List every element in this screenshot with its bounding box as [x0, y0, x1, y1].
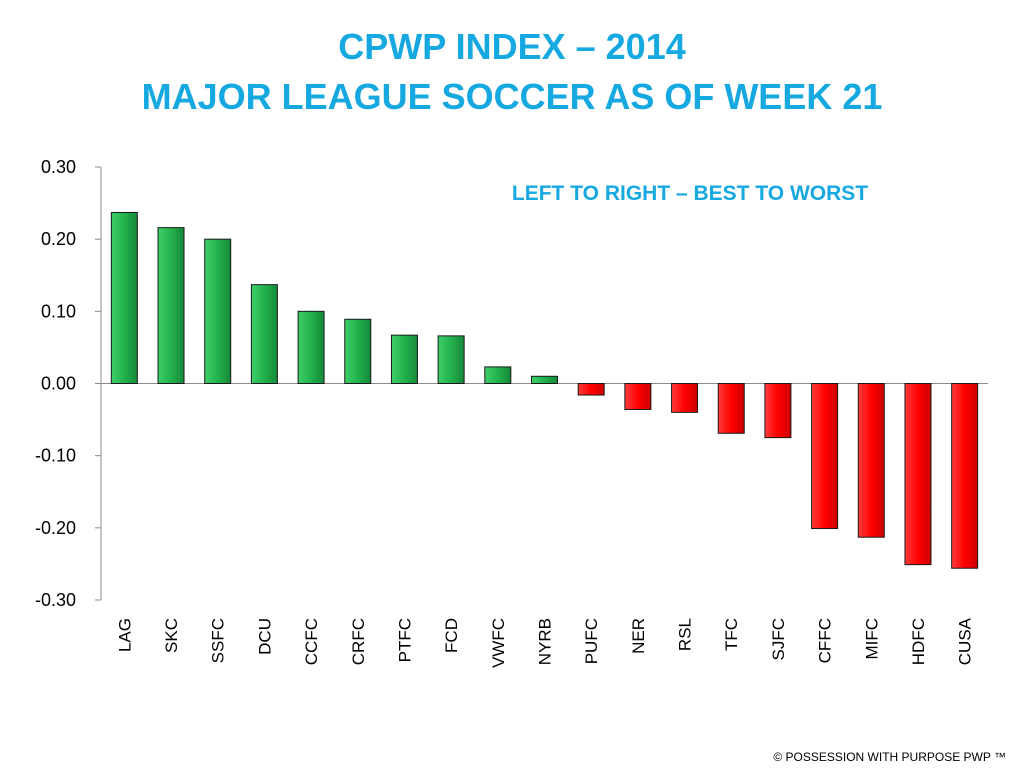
bar-rsl: [671, 383, 699, 413]
y-tick-label: -0.10: [35, 446, 76, 466]
x-tick-label: NYRB: [536, 618, 555, 665]
bar-sjfc: [764, 383, 792, 439]
x-tick-label: CFFC: [816, 618, 835, 663]
y-tick-label: -0.20: [35, 518, 76, 538]
bar-ccfc: [297, 310, 325, 385]
y-tick-label: 0.10: [41, 301, 76, 321]
chart-subtitle: MAJOR LEAGUE SOCCER AS OF WEEK 21: [141, 76, 883, 117]
x-axis-labels: LAG SKC SSFC DCU CCFC CRFC PTFC FCD VWFC NYRB PUFC…: [115, 617, 974, 668]
bar-nyrb: [531, 375, 558, 384]
bar-fcd: [437, 335, 465, 384]
x-tick-label: SKC: [162, 618, 181, 653]
x-tick-label: NER: [629, 618, 648, 654]
y-tick-label: 0.00: [41, 374, 76, 394]
bar-ptfc: [390, 334, 418, 385]
y-tick-label: 0.30: [41, 157, 76, 177]
x-tick-label: PUFC: [582, 618, 601, 664]
bar-lag: [110, 211, 138, 384]
x-tick-label: DCU: [255, 618, 274, 655]
copyright-footer: © POSSESSION WITH PURPOSE PWP ™: [773, 750, 1006, 764]
x-tick-label: SJFC: [769, 618, 788, 661]
bar-vwfc: [484, 366, 512, 385]
bar-tfc: [717, 383, 745, 434]
bar-cusa: [951, 383, 979, 569]
x-tick-label: LAG: [115, 618, 134, 652]
bars: [110, 211, 979, 569]
bar-pufc: [577, 383, 605, 396]
bar-mifc: [857, 383, 885, 538]
x-tick-label: RSL: [676, 618, 695, 651]
bar-hdfc: [904, 383, 932, 566]
bar-dcu: [250, 284, 278, 384]
x-tick-label: MIFC: [862, 618, 881, 660]
bar-skc: [157, 227, 185, 384]
bar-ssfc: [204, 238, 232, 384]
bar-crfc: [344, 318, 372, 384]
x-tick-label: FCD: [442, 618, 461, 653]
x-tick-label: HDFC: [909, 618, 928, 665]
x-tick-label: TFC: [722, 618, 741, 651]
chart-title: CPWP INDEX – 2014: [338, 26, 686, 67]
bar-ner: [624, 383, 652, 410]
bar-cffc: [811, 383, 839, 530]
x-tick-label: CUSA: [956, 617, 975, 665]
x-tick-label: SSFC: [209, 618, 228, 663]
x-tick-label: CCFC: [302, 618, 321, 665]
y-tick-label: -0.30: [35, 590, 76, 610]
x-tick-label: CRFC: [349, 618, 368, 665]
x-tick-label: PTFC: [395, 618, 414, 662]
x-tick-label: VWFC: [489, 618, 508, 668]
chart-title-block: CPWP INDEX – 2014 MAJOR LEAGUE SOCCER AS…: [0, 22, 1024, 122]
chart-annotation: LEFT TO RIGHT – BEST TO WORST: [512, 182, 868, 205]
y-tick-label: 0.20: [41, 229, 76, 249]
